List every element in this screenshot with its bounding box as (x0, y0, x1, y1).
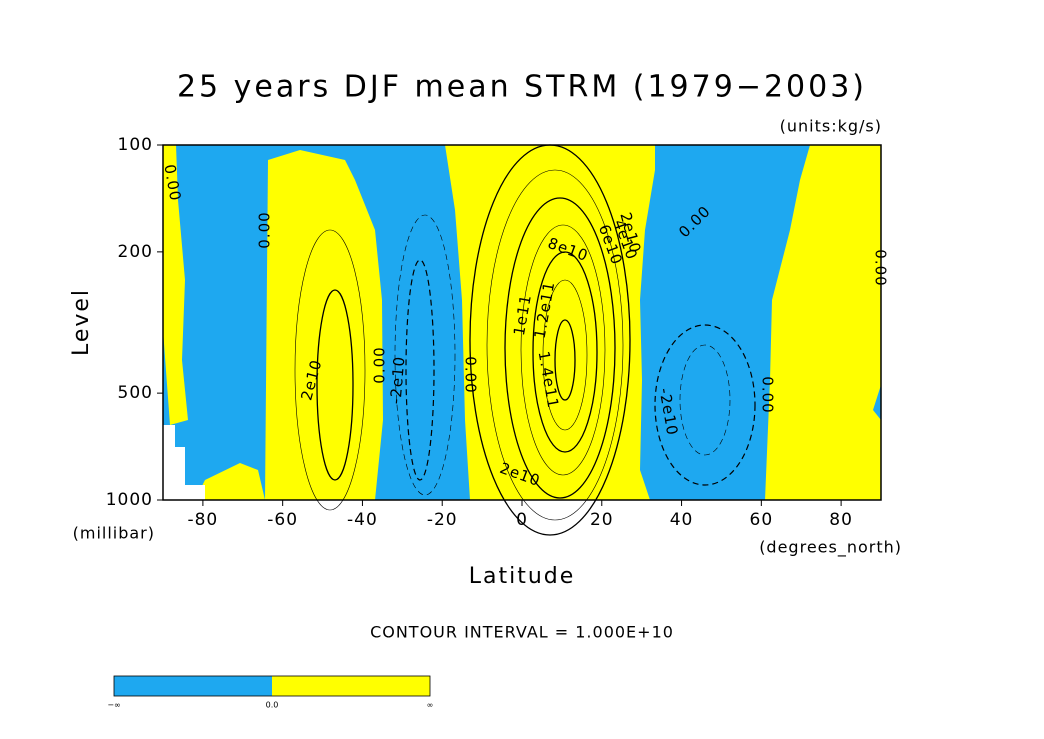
x-tick-label: -80 (187, 510, 218, 530)
x-tick-label: -40 (347, 510, 378, 530)
units-label: (units:kg/s) (780, 117, 882, 136)
x-tick-label: 20 (590, 510, 614, 530)
contour-line (294, 229, 366, 511)
plot-area (163, 144, 881, 536)
contour-label: 0.00 (462, 356, 480, 393)
positive-region (445, 145, 655, 500)
chart-title: 25 years DJF mean STRM (1979−2003) (177, 70, 867, 105)
contour-line (520, 224, 606, 476)
x-tick-label: -60 (267, 510, 298, 530)
colorbar-negative (114, 676, 272, 696)
contour-label: 0.00 (371, 346, 389, 383)
contour-line (486, 169, 624, 521)
y-tick-label: 100 (118, 135, 153, 155)
contour-line (394, 214, 456, 496)
colorbar-label: −∞ (107, 701, 120, 710)
x-axis-label: Latitude (469, 564, 576, 589)
x-tick-label: 80 (829, 510, 853, 530)
colorbar-positive (272, 676, 430, 696)
x-tick-label: -20 (427, 510, 458, 530)
x-units-label: (degrees_north) (759, 538, 902, 558)
contour-line (316, 289, 354, 481)
contour-line (542, 279, 588, 431)
contour-line (654, 324, 756, 486)
y-units-label: (millibar) (73, 524, 155, 543)
positive-region (265, 150, 383, 500)
y-tick-label: 500 (118, 383, 153, 403)
x-tick-label: 0 (516, 510, 528, 530)
contour-line (405, 259, 435, 481)
contour-label: 0.00 (256, 211, 274, 248)
y-tick-label: 1000 (106, 490, 153, 510)
contour-line (532, 251, 598, 453)
positive-region (765, 145, 881, 500)
contour-label: -2e10 (386, 355, 408, 405)
contour-line (554, 319, 576, 401)
positive-region (163, 145, 188, 425)
contour-line (679, 344, 731, 456)
colorbar-frame (113, 675, 431, 697)
y-tick-label: 200 (118, 242, 153, 262)
colorbar-label: 0.0 (266, 701, 279, 710)
x-tick-label: 40 (670, 510, 694, 530)
x-tick-label: 60 (750, 510, 774, 530)
contour-label: 0.00 (872, 249, 890, 286)
colorbar-label: ∞ (427, 701, 434, 710)
contour-interval: CONTOUR INTERVAL = 1.000E+10 (370, 623, 674, 642)
missing-region (163, 425, 205, 500)
y-axis-label: Level (69, 288, 94, 356)
contour-line (504, 197, 616, 499)
contour-label: 0.00 (759, 376, 777, 413)
positive-region (195, 463, 265, 500)
